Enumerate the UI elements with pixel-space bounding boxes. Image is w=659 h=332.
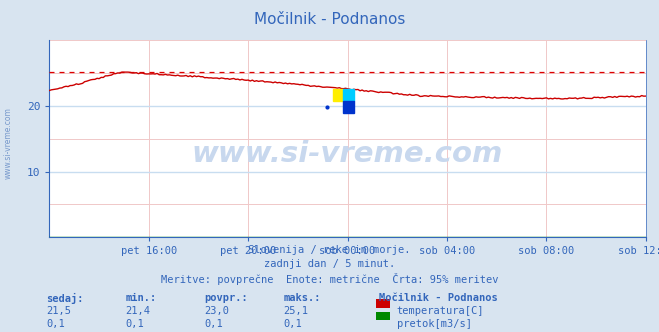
Text: 21,5: 21,5 — [46, 306, 71, 316]
Text: pretok[m3/s]: pretok[m3/s] — [397, 319, 472, 329]
Text: min.:: min.: — [125, 293, 156, 303]
Text: 0,1: 0,1 — [283, 319, 302, 329]
Text: temperatura[C]: temperatura[C] — [397, 306, 484, 316]
Text: 0,1: 0,1 — [46, 319, 65, 329]
Text: zadnji dan / 5 minut.: zadnji dan / 5 minut. — [264, 259, 395, 269]
Text: 21,4: 21,4 — [125, 306, 150, 316]
Text: 0,1: 0,1 — [204, 319, 223, 329]
Text: www.si-vreme.com: www.si-vreme.com — [3, 107, 13, 179]
Text: 23,0: 23,0 — [204, 306, 229, 316]
Bar — [343, 89, 354, 101]
Text: maks.:: maks.: — [283, 293, 321, 303]
Text: Slovenija / reke in morje.: Slovenija / reke in morje. — [248, 245, 411, 255]
Text: Močilnik - Podnanos: Močilnik - Podnanos — [379, 293, 498, 303]
Bar — [333, 89, 343, 101]
Text: Meritve: povprečne  Enote: metrične  Črta: 95% meritev: Meritve: povprečne Enote: metrične Črta:… — [161, 273, 498, 285]
Text: sedaj:: sedaj: — [46, 293, 84, 304]
Bar — [343, 101, 354, 113]
Text: www.si-vreme.com: www.si-vreme.com — [192, 140, 503, 168]
Text: 0,1: 0,1 — [125, 319, 144, 329]
Text: Močilnik - Podnanos: Močilnik - Podnanos — [254, 12, 405, 27]
Text: povpr.:: povpr.: — [204, 293, 248, 303]
Text: 25,1: 25,1 — [283, 306, 308, 316]
